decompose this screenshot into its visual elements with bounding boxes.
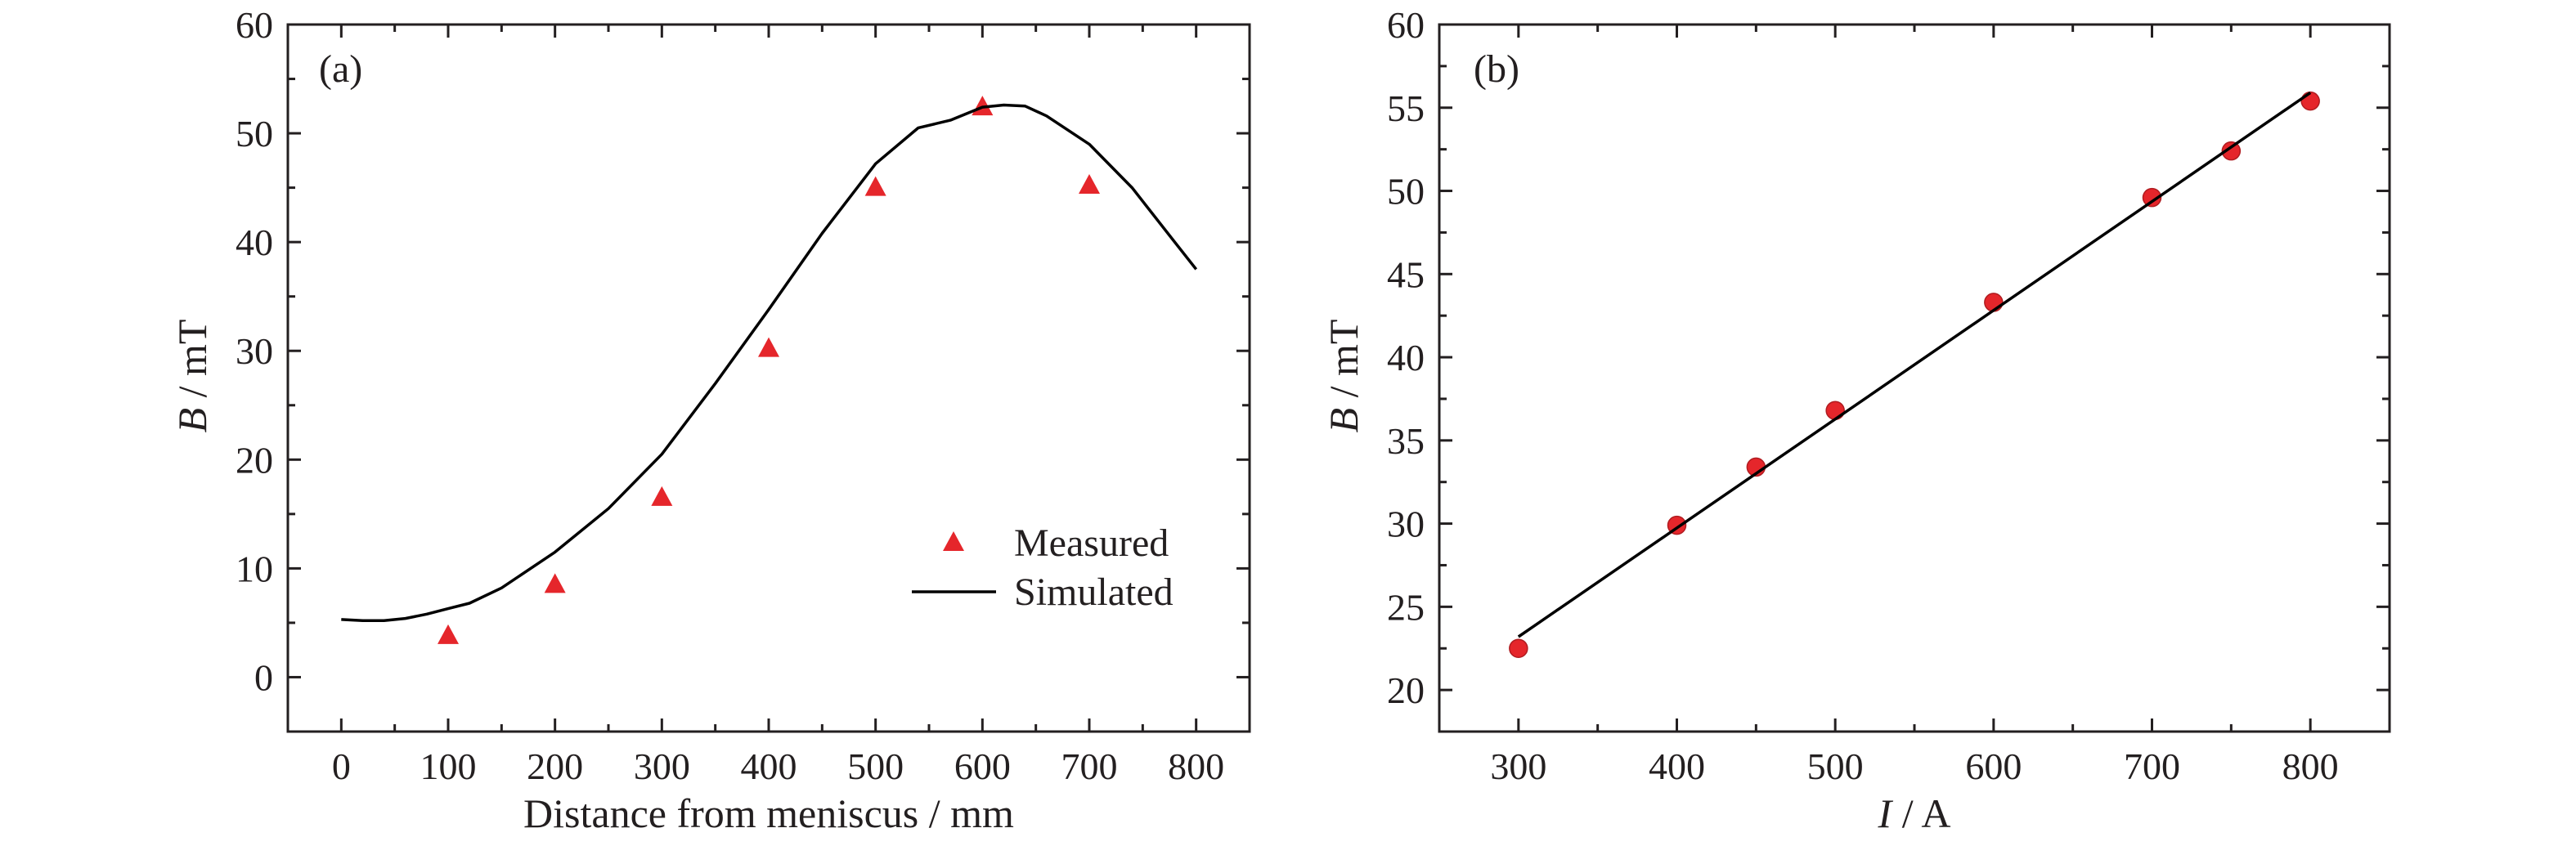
series-line-a — [341, 103, 1198, 623]
y-tick-label-b: 55 — [1387, 87, 1425, 129]
series-line-b — [1517, 91, 2312, 638]
chart-panel-a: (a) Distance from meniscus / mm B / mT M… — [169, 4, 1251, 836]
data-point-triangle-a — [651, 486, 673, 506]
x-tick-label-b: 600 — [1965, 745, 2022, 787]
x-tick-label-a: 300 — [634, 745, 690, 787]
y-tick-label-a: 50 — [236, 113, 273, 154]
legend-a: Measured Simulated — [1014, 521, 1174, 614]
y-tick-label-b: 20 — [1387, 669, 1425, 711]
data-point-circle-b — [1509, 638, 1528, 658]
data-point-circle-b — [1825, 401, 1845, 420]
y-tick-label-b: 30 — [1387, 504, 1425, 545]
y-tick-label-a: 10 — [236, 548, 273, 589]
x-tick-label-b: 500 — [1807, 745, 1864, 787]
y-tick-label-b: 60 — [1387, 4, 1425, 46]
x-tick-label-b: 400 — [1649, 745, 1705, 787]
y-tick-label-a: 40 — [236, 222, 273, 263]
data-point-triangle-a — [544, 573, 566, 593]
x-tick-label-a: 600 — [954, 745, 1011, 787]
data-point-triangle-a — [1079, 173, 1100, 194]
y-axis-label-a: B / mT — [169, 320, 215, 433]
x-tick-label-a: 800 — [1168, 745, 1224, 787]
data-point-circle-b — [2142, 187, 2162, 208]
data-point-triangle-a — [758, 337, 779, 357]
panel-label-b: (b) — [1474, 47, 1519, 91]
y-axis-label-b: B / mT — [1321, 320, 1367, 433]
x-tick-label-a: 700 — [1061, 745, 1118, 787]
data-point-triangle-a — [438, 624, 459, 644]
x-axis-label-b: I / A — [1878, 790, 1951, 836]
panel-label-a: (a) — [319, 47, 362, 91]
y-tick-label-a: 0 — [254, 656, 273, 698]
y-tick-label-a: 20 — [236, 439, 273, 481]
x-axis-label-a: Distance from meniscus / mm — [523, 790, 1014, 836]
y-tick-label-b: 25 — [1387, 586, 1425, 628]
y-tick-label-b: 45 — [1387, 253, 1425, 295]
x-tick-label-b: 700 — [2124, 745, 2180, 787]
y-tick-label-a: 30 — [236, 330, 273, 372]
x-tick-label-a: 100 — [420, 745, 477, 787]
legend-label-measured: Measured — [1014, 521, 1169, 565]
data-point-circle-b — [2221, 141, 2242, 161]
plot-frame-a — [286, 23, 1251, 733]
chart-panel-b: (b) I / A B / mT 300 400 500 600 700 800 20 25 3… — [1321, 4, 2391, 836]
legend-label-simulated: Simulated — [1014, 571, 1174, 614]
y-tick-label-b: 35 — [1387, 420, 1425, 462]
plot-frame-b — [1438, 23, 2391, 733]
x-tick-label-a: 400 — [741, 745, 797, 787]
x-tick-label-b: 300 — [1490, 745, 1546, 787]
data-point-circle-b — [2300, 91, 2320, 111]
x-tick-label-a: 500 — [847, 745, 904, 787]
y-tick-label-b: 40 — [1387, 337, 1425, 378]
x-tick-label-a: 200 — [527, 745, 583, 787]
x-tick-label-b: 800 — [2282, 745, 2339, 787]
legend-marker-measured — [943, 531, 964, 551]
data-point-triangle-a — [864, 176, 886, 196]
x-tick-label-a: 0 — [332, 745, 351, 787]
y-tick-label-a: 60 — [236, 4, 273, 46]
y-tick-label-b: 50 — [1387, 171, 1425, 213]
